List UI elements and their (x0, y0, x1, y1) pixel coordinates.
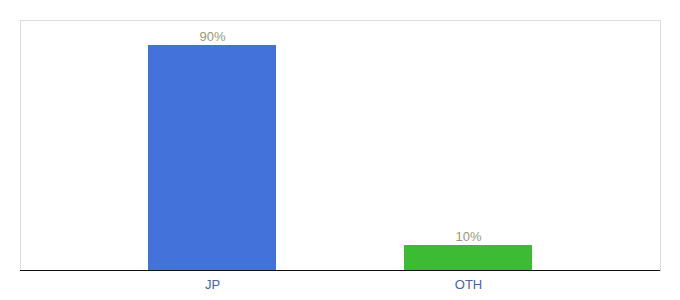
svg-text:90%: 90% (199, 29, 225, 44)
svg-text:OTH: OTH (455, 277, 482, 292)
svg-text:10%: 10% (455, 229, 481, 244)
svg-text:JP: JP (205, 277, 220, 292)
